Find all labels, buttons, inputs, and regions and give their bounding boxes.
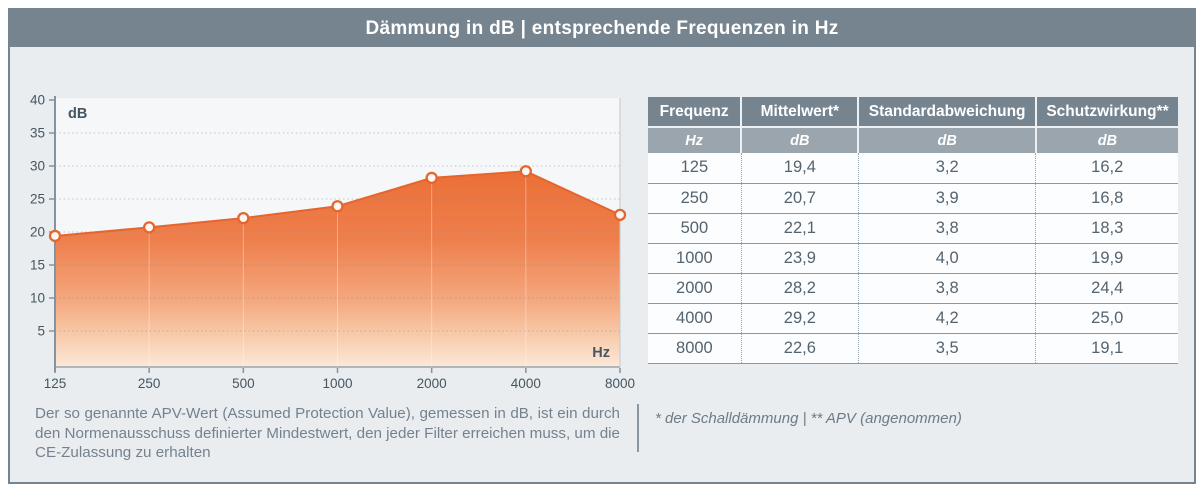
x-tick-label: 2000: [417, 376, 447, 391]
data-point: [331, 200, 344, 213]
header-row: Frequenz Mittelwert* Standardabweichung Sch…: [648, 97, 1178, 127]
table-cell: 2000: [648, 273, 742, 304]
footnote-asterisk-legend: * der Schalldämmung | ** APV (angenommen…: [655, 410, 962, 427]
x-tick-label: 8000: [605, 376, 635, 391]
data-point: [237, 211, 250, 225]
y-tick-label: 10: [30, 291, 45, 306]
data-point: [143, 221, 156, 234]
x-tick-label: 250: [138, 376, 161, 391]
footnote-divider: [637, 404, 639, 452]
table-cell: 4,2: [858, 303, 1037, 334]
table-cell: 16,2: [1035, 153, 1178, 184]
column-header: Standardabweichung: [858, 97, 1037, 127]
table-body: 125 19,4 3,2 16,2 250 20,7 3,9 16,8 500 22,1 3,8 18…: [648, 153, 1178, 364]
table-cell: 250: [648, 183, 742, 214]
table-cell: 18,3: [1035, 213, 1178, 244]
table-cell: 19,4: [741, 153, 859, 184]
table-cell: 20,7: [741, 183, 859, 214]
table-cell: 3,5: [858, 333, 1037, 364]
table-cell: 24,4: [1035, 273, 1178, 304]
column-header: Frequenz: [648, 97, 743, 127]
table-cell: 28,2: [741, 273, 859, 304]
table-row: 250 20,7 3,9 16,8: [648, 183, 1178, 214]
y-tick-label: 40: [30, 93, 45, 108]
area-fill: [55, 171, 620, 367]
title-bar: Dämmung in dB | entsprechende Frequenzen…: [10, 10, 1194, 47]
data-point: [519, 165, 532, 178]
data-point: [425, 171, 438, 185]
page-title: Dämmung in dB | entsprechende Frequenzen…: [365, 17, 839, 39]
x-tick-label: 1000: [322, 376, 352, 391]
data-point: [613, 208, 627, 221]
frequency-table: Frequenz Mittelwert* Standardabweichung Sch…: [648, 97, 1178, 364]
x-tick-label: 125: [44, 376, 67, 391]
table-cell: 23,9: [741, 243, 859, 274]
y-tick-label: 5: [37, 324, 45, 339]
table-cell: 29,2: [741, 303, 859, 334]
table-cell: 4,0: [858, 243, 1037, 274]
y-tick-label: 15: [30, 258, 45, 273]
column-unit: dB: [741, 126, 860, 153]
table-row: 500 22,1 3,8 18,3: [648, 213, 1178, 244]
column-unit: dB: [858, 126, 1037, 153]
table-cell: 19,9: [1035, 243, 1178, 274]
table-cell: 25,0: [1035, 303, 1178, 334]
attenuation-area-chart: 5 10 15 20 25 30 35 40 125 250 500 1000 2000 4000 8000…: [30, 93, 635, 392]
y-tick-label: 30: [30, 159, 45, 174]
y-tick-label: 35: [30, 126, 45, 141]
column-header: Mittelwert*: [741, 97, 860, 127]
y-tick-label: 20: [30, 225, 45, 240]
x-tick-label: 4000: [511, 376, 541, 391]
table-cell: 22,1: [741, 213, 859, 244]
table-cell: 3,2: [858, 153, 1037, 184]
units-row: Hz dB dB dB: [648, 126, 1178, 153]
column-unit: dB: [1035, 126, 1178, 153]
table-row: 4000 29,2 4,2 25,0: [648, 303, 1178, 334]
table-cell: 16,8: [1035, 183, 1178, 214]
table-row: 2000 28,2 3,8 24,4: [648, 273, 1178, 304]
footnote-apv-definition: Der so genannte APV-Wert (Assumed Protec…: [35, 405, 620, 461]
table-cell: 4000: [648, 303, 742, 334]
x-tick-label: 500: [232, 376, 255, 391]
table-cell: 22,6: [741, 333, 859, 364]
frequency-table-container: Frequenz Mittelwert* Standardabweichung Sch…: [648, 97, 1178, 364]
column-header: Schutzwirkung**: [1035, 97, 1178, 127]
column-unit: Hz: [648, 126, 743, 153]
table-row: 8000 22,6 3,5 19,1: [648, 333, 1178, 364]
table-cell: 3,8: [858, 213, 1037, 244]
y-tick-label: 25: [30, 192, 45, 207]
y-axis-unit-label: dB: [68, 106, 87, 122]
table-cell: 3,9: [858, 183, 1037, 214]
table-row: 1000 23,9 4,0 19,9: [648, 243, 1178, 274]
table-cell: 19,1: [1035, 333, 1178, 364]
table-header: Frequenz Mittelwert* Standardabweichung Sch…: [648, 97, 1178, 153]
table-cell: 8000: [648, 333, 742, 364]
table-row: 125 19,4 3,2 16,2: [648, 153, 1178, 184]
data-point: [48, 229, 62, 243]
x-axis-unit-label: Hz: [592, 345, 610, 361]
table-cell: 125: [648, 153, 742, 184]
table-cell: 3,8: [858, 273, 1037, 304]
panel-frame: Dämmung in dB | entsprechende Frequenzen…: [8, 8, 1196, 484]
table-cell: 1000: [648, 243, 742, 274]
table-cell: 500: [648, 213, 742, 244]
